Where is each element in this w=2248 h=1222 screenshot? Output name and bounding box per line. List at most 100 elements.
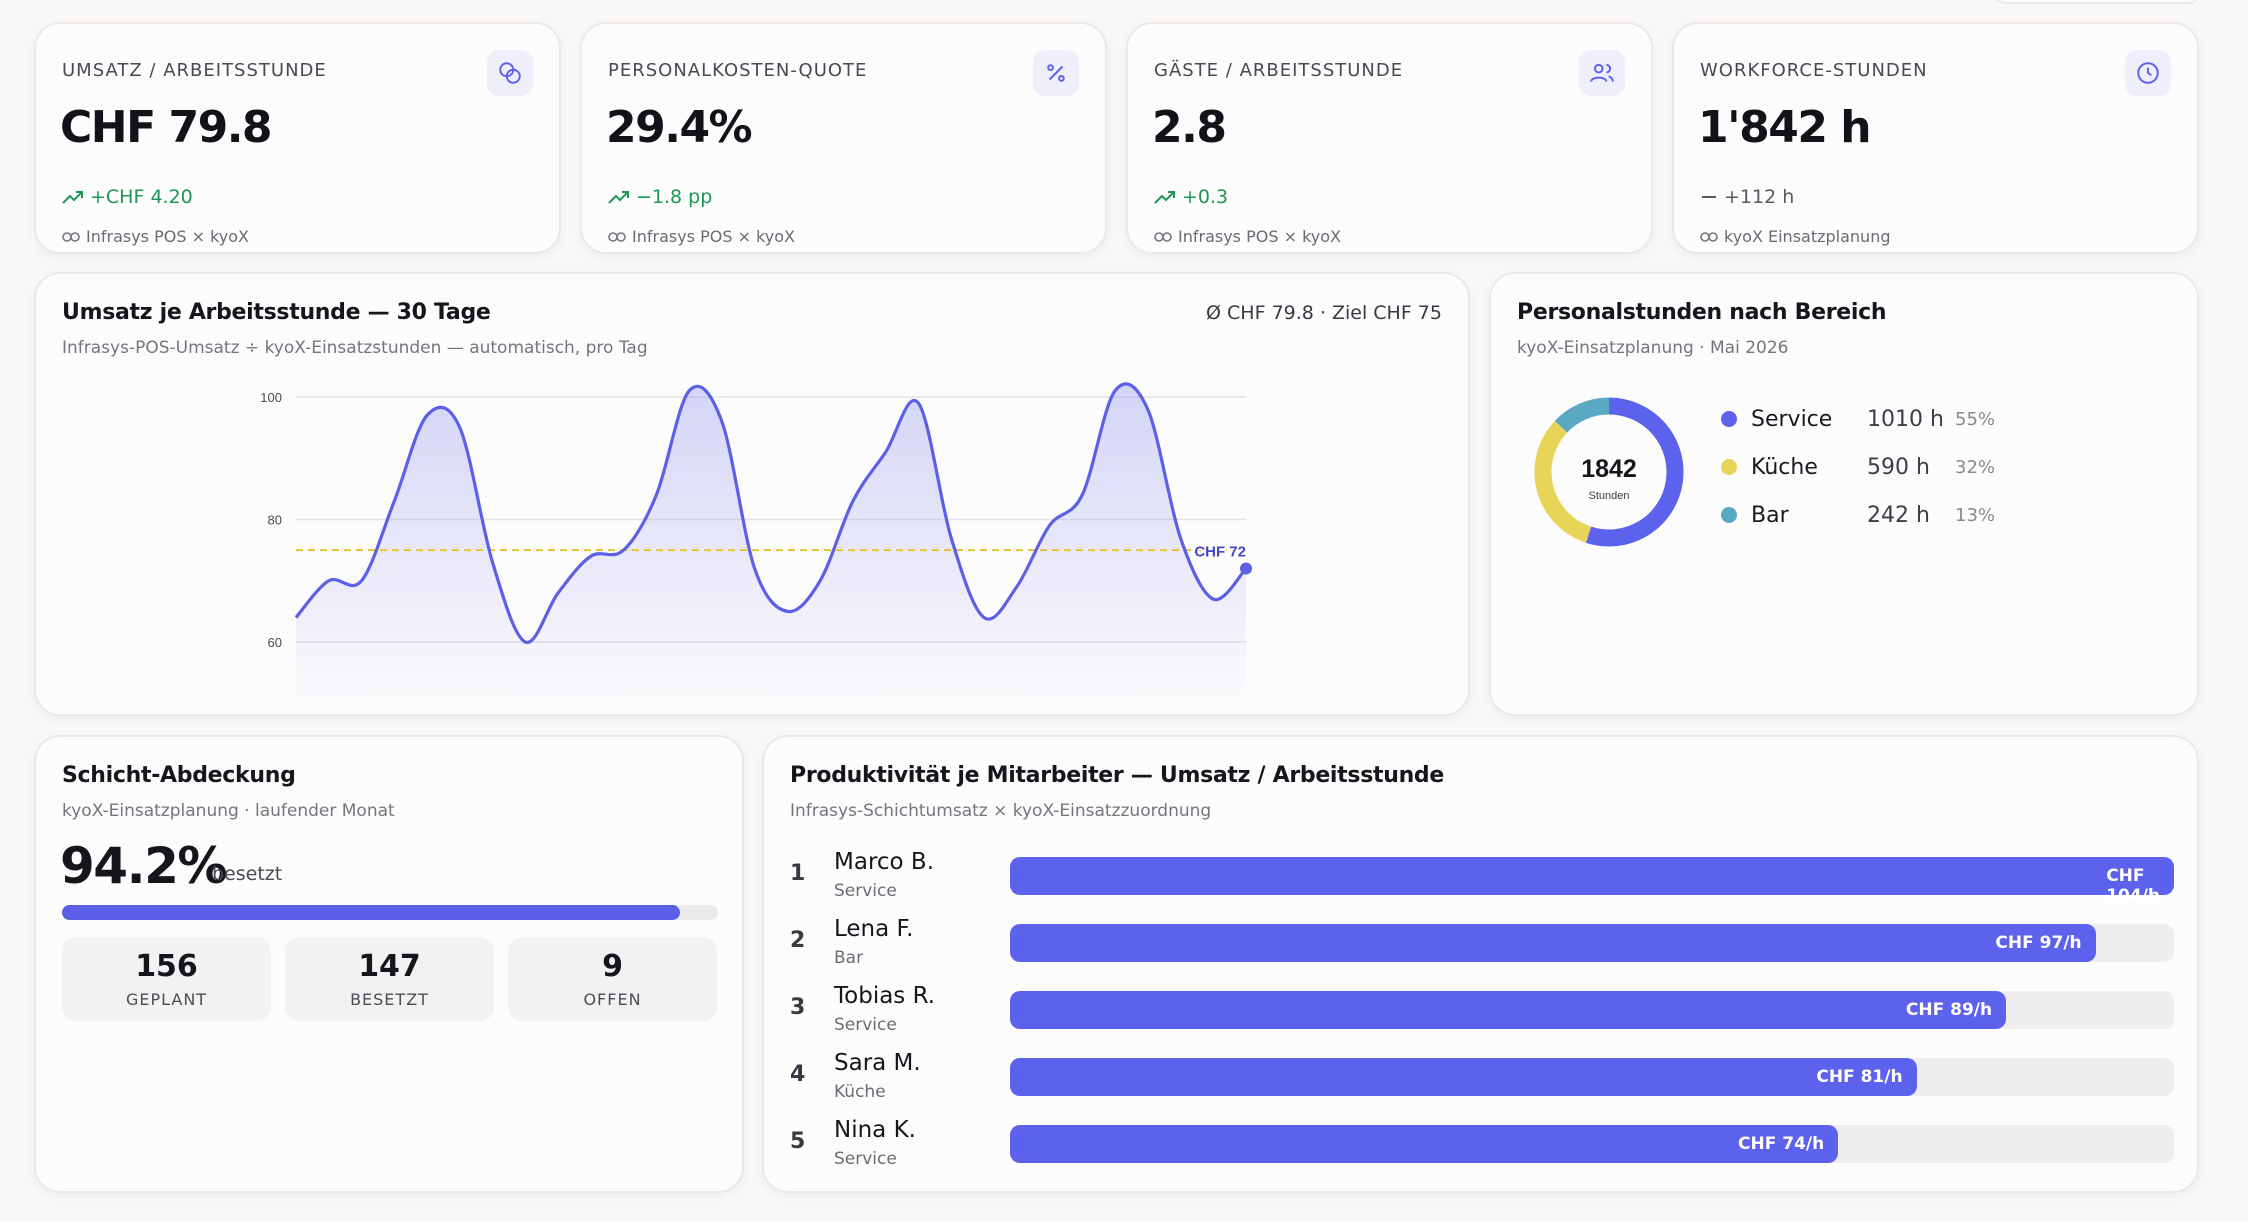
legend-row-service: Service 1010 h 55% — [1721, 404, 1995, 434]
stat-label: GEPLANT — [125, 990, 208, 1009]
kpi-delta: +0.3 — [1154, 186, 1228, 208]
kpi-delta-text: +0.3 — [1182, 186, 1229, 208]
stat-number: 156 — [135, 949, 198, 984]
data-point — [327, 579, 331, 583]
rank: 2 — [790, 928, 806, 953]
productivity-bar-track: CHF 81/h — [1010, 1058, 2174, 1096]
kpi-label: GÄSTE / ARBEITSSTUNDE — [1154, 60, 1404, 81]
productivity-value: CHF 89/h — [1905, 1000, 1993, 1020]
employee-area: Service — [834, 881, 897, 901]
kpi-value: CHF 79.8 — [60, 102, 273, 153]
link-icon — [1700, 231, 1718, 242]
stat-planned: 156 GEPLANT — [62, 937, 271, 1021]
kpi-source-text: Infrasys POS × kyoX — [632, 227, 795, 246]
data-point — [753, 567, 757, 571]
legend-pct: 32% — [1955, 456, 1996, 478]
revenue-chart-card: Umsatz je Arbeitsstunde — 30 Tage Infras… — [34, 272, 1470, 716]
rank: 4 — [790, 1062, 806, 1087]
trend-up-icon — [608, 191, 629, 204]
stat-filled: 147 BESETZT — [285, 937, 494, 1021]
last-value-label: CHF 72 — [1194, 544, 1246, 561]
data-point — [654, 493, 658, 497]
data-point — [425, 413, 429, 417]
employee-area: Bar — [834, 948, 864, 968]
donut-segment-bar — [1554, 397, 1610, 433]
rank: 3 — [790, 995, 806, 1020]
kpi-delta-text: −1.8 pp — [636, 186, 713, 208]
employee-area: Küche — [834, 1082, 886, 1102]
productivity-value: CHF 104/h — [2106, 866, 2161, 906]
list-item[interactable]: 3 Tobias R. Service CHF 89/h — [790, 981, 2180, 1041]
y-tick-label: 100 — [260, 390, 282, 405]
data-point — [1178, 536, 1182, 540]
kpi-source: kyoX Einsatzplanung — [1700, 227, 1891, 246]
legend-name: Bar — [1751, 502, 1789, 528]
link-icon — [1154, 231, 1172, 242]
chart-title: Umsatz je Arbeitsstunde — 30 Tage — [62, 300, 491, 325]
legend-hours: 590 h — [1867, 454, 1930, 480]
productivity-value: CHF 81/h — [1816, 1067, 1903, 1087]
legend-name: Service — [1751, 406, 1833, 432]
data-point — [1240, 562, 1252, 575]
data-point — [1113, 389, 1117, 393]
data-point — [458, 426, 462, 430]
shift-coverage-card: Schicht-Abdeckung kyoX-Einsatzplanung · … — [34, 735, 744, 1193]
productivity-bar — [1010, 1125, 1839, 1163]
kpi-value: 29.4% — [606, 102, 753, 153]
employee-area: Service — [834, 1149, 897, 1169]
coverage-progress-fill — [62, 905, 680, 920]
list-item[interactable]: 2 Lena F. Bar CHF 97/h — [790, 914, 2180, 974]
kpi-delta: −1.8 pp — [608, 186, 712, 208]
data-point — [720, 420, 724, 424]
stat-label: OFFEN — [583, 990, 642, 1009]
coverage-percent: 94.2% — [60, 837, 227, 895]
kpi-source-text: Infrasys POS × kyoX — [1178, 227, 1341, 246]
employee-name: Marco B. — [834, 849, 935, 875]
productivity-subtitle: Infrasys-Schichtumsatz × kyoX-Einsatzzuo… — [790, 801, 1212, 821]
productivity-bar — [1010, 1058, 1917, 1096]
productivity-value: CHF 97/h — [1995, 933, 2082, 953]
legend-row-kitchen: Küche 590 h 32% — [1721, 452, 1995, 482]
employee-name: Lena F. — [834, 916, 914, 942]
kpi-source: Infrasys POS × kyoX — [608, 227, 795, 246]
employee-name: Nina K. — [834, 1117, 916, 1143]
staff-hours-subtitle: kyoX-Einsatzplanung · Mai 2026 — [1517, 338, 1789, 358]
legend-pct: 55% — [1955, 408, 1996, 430]
chart-subtitle: Infrasys-POS-Umsatz ÷ kyoX-Einsatzstunde… — [62, 338, 648, 358]
stat-number: 147 — [358, 949, 421, 984]
data-point — [785, 609, 789, 613]
list-item[interactable]: 5 Nina K. Service CHF 74/h — [790, 1115, 2180, 1175]
y-tick-label: 60 — [268, 635, 282, 650]
legend-dot — [1721, 459, 1737, 475]
stat-open: 9 OFFEN — [508, 937, 717, 1021]
data-point — [1080, 493, 1084, 497]
staff-hours-donut: 1842 Stunden — [1534, 397, 1684, 547]
staff-hours-title: Personalstunden nach Bereich — [1517, 300, 1887, 325]
productivity-bar-track: CHF 104/h — [1010, 857, 2174, 906]
productivity-bar-track: CHF 97/h — [1010, 924, 2174, 962]
data-point — [818, 579, 822, 583]
rank: 1 — [790, 861, 806, 886]
staff-hours-card: Personalstunden nach Bereich kyoX-Einsat… — [1489, 272, 2199, 716]
legend-hours: 242 h — [1867, 502, 1930, 528]
percent-icon — [1033, 50, 1079, 96]
trend-up-icon — [1154, 191, 1175, 204]
coverage-word: besetzt — [212, 863, 283, 885]
data-point — [491, 560, 495, 564]
data-point — [360, 579, 364, 583]
list-item[interactable]: 4 Sara M. Küche CHF 81/h — [790, 1048, 2180, 1108]
series-line — [294, 382, 1248, 644]
data-point — [589, 554, 593, 558]
kpi-delta-text: +CHF 4.20 — [90, 186, 193, 208]
data-point — [523, 640, 527, 644]
data-point — [982, 616, 986, 620]
trend-flat-icon — [1702, 196, 1716, 198]
header-strip — [300, 0, 1800, 4]
data-point — [1146, 407, 1150, 411]
list-item[interactable]: 1 Marco B. Service CHF 104/h — [790, 847, 2180, 907]
kpi-source-text: kyoX Einsatzplanung — [1724, 227, 1891, 246]
data-point — [1211, 597, 1215, 601]
date-picker-button[interactable] — [1992, 0, 2202, 4]
productivity-bar — [1010, 924, 2096, 962]
stat-label: BESETZT — [350, 990, 429, 1009]
